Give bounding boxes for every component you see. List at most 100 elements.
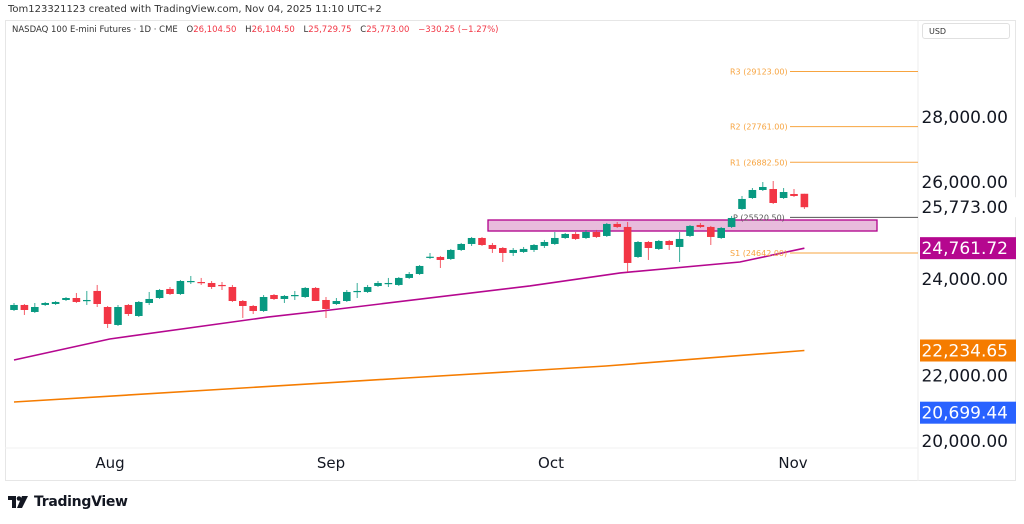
candle-body (135, 301, 143, 316)
pivot-label: R3 (29123.00) (730, 68, 788, 77)
price-label-bg (920, 339, 1016, 362)
pivot-label: R1 (26882.50) (730, 158, 788, 167)
candle-body (613, 223, 621, 227)
candle-body (488, 244, 497, 249)
candle-body (270, 295, 278, 299)
candle-body (239, 301, 247, 306)
high-label: H (245, 25, 252, 35)
y-tick-label: 22,000.00 (921, 367, 1008, 387)
candle-body (738, 198, 746, 209)
y-tick-label: 28,000.00 (921, 108, 1008, 128)
candle-body (384, 282, 393, 285)
candle-body (72, 298, 81, 302)
candle-body (62, 298, 70, 300)
low-label: L (303, 25, 309, 35)
candle-body (405, 273, 413, 278)
candle-body (790, 193, 798, 196)
tradingview-logo-text: TradingView (34, 494, 128, 510)
candle-body (478, 237, 486, 245)
candle-body (582, 231, 590, 238)
candle-body (540, 241, 549, 246)
candle-body (218, 284, 226, 287)
x-tick-label: Nov (778, 454, 807, 472)
candle-body (779, 192, 788, 199)
candle-body (31, 306, 39, 312)
candle-body (426, 256, 434, 258)
candle-body (363, 286, 372, 292)
candle-body (727, 217, 736, 227)
y-tick-label: 20,000.00 (921, 432, 1008, 452)
candle-body (686, 225, 694, 236)
candle-body (644, 241, 653, 248)
candle-body (509, 249, 517, 253)
candle-body (332, 301, 341, 304)
close-value: 25,773.00 (366, 25, 410, 35)
pivot-label: S1 (24642.00) (730, 249, 787, 258)
candle-body (20, 304, 29, 310)
price-label-bg (920, 401, 1016, 424)
support-resistance-zone (487, 219, 878, 232)
candle-body (769, 189, 777, 203)
x-tick-label: Aug (95, 454, 124, 472)
candle-body (207, 282, 216, 287)
price-label: 24,761.72 (921, 239, 1008, 259)
candle-body (665, 240, 673, 245)
open-label: O (186, 25, 194, 35)
candle-body (696, 224, 705, 227)
tradingview-logo[interactable]: TradingView (8, 494, 128, 510)
candle-body (41, 302, 49, 305)
currency-selector[interactable]: USD (922, 23, 1010, 39)
candle-body (561, 233, 569, 238)
candle-body (311, 287, 320, 302)
close-label: C (360, 25, 367, 35)
candle-body (800, 193, 809, 208)
moving-average-line (13, 247, 805, 361)
candle-body (249, 305, 257, 311)
candle-body (748, 189, 757, 199)
x-tick-label: Sep (317, 454, 345, 472)
candle-body (187, 280, 195, 283)
moving-average-line (13, 349, 805, 403)
candle-body (93, 290, 101, 304)
candle-body (124, 304, 133, 315)
low-value: 25,729.75 (308, 25, 352, 35)
price-label: 25,773.00 (921, 198, 1008, 218)
change-value: −330.25 (−1.27%) (418, 25, 499, 35)
candle-body (51, 301, 60, 304)
candle-body (145, 298, 153, 303)
y-tick-label: 24,000.00 (921, 270, 1008, 290)
candle-body (707, 226, 715, 237)
open-value: 26,104.50 (193, 25, 237, 35)
candle-body (675, 238, 684, 247)
candle-body (353, 290, 361, 293)
candle-body (291, 295, 299, 297)
candle-body (166, 288, 174, 294)
candle-body (155, 289, 164, 299)
candle-body (415, 265, 424, 274)
candle-body (83, 299, 91, 302)
candle-body (436, 256, 445, 260)
candle-body (280, 295, 289, 299)
candle-body (374, 282, 382, 286)
candle-body (571, 233, 580, 239)
candle-body (519, 248, 528, 252)
candle-body (592, 231, 601, 237)
candle-body (322, 299, 330, 309)
symbol-name[interactable]: NASDAQ 100 E-mini Futures · 1D · CME (12, 25, 178, 35)
price-label-bg (920, 197, 1016, 218)
candle-body (176, 280, 185, 294)
candle-body (301, 287, 309, 297)
pivot-label: P (25520.50) (733, 213, 785, 222)
candle-body (395, 277, 403, 285)
candle-body (457, 243, 465, 250)
symbol-legend: NASDAQ 100 E-mini Futures · 1D · CME O26… (12, 25, 498, 35)
candle-body (634, 241, 642, 257)
candle-body (655, 240, 663, 249)
candle-body (717, 227, 725, 238)
candle-body (759, 186, 767, 190)
candle-body (530, 244, 538, 250)
candle-body (623, 226, 632, 263)
candle-body (447, 249, 455, 259)
candle-body (343, 291, 351, 302)
